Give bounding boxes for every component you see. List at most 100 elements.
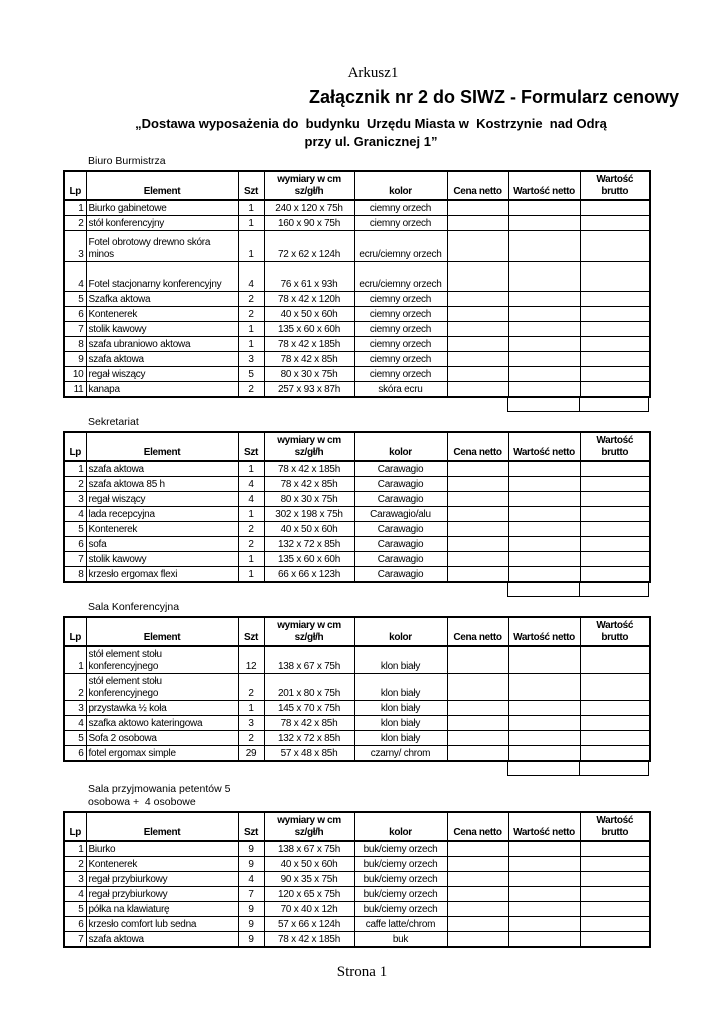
cell-wartosc-netto xyxy=(507,566,581,583)
cell-cena-netto xyxy=(446,700,509,716)
cell-szt: 5 xyxy=(237,366,265,382)
sum-row xyxy=(507,398,649,412)
sum-cell-wartosc-brutto xyxy=(580,583,648,596)
table-row: 1 stół element stołu konferencyjnego 12 … xyxy=(63,645,651,674)
cell-wartosc-netto xyxy=(507,551,581,567)
cell-szt: 2 xyxy=(237,291,265,307)
cell-cena-netto xyxy=(446,460,509,477)
cell-wartosc-netto xyxy=(507,230,581,262)
cell-wymiary: 78 x 42 x 185h xyxy=(263,460,355,477)
cell-wymiary: 76 x 61 x 93h xyxy=(263,261,355,292)
table-row: 4 Fotel stacjonarny konferencyjny 4 76 x… xyxy=(63,261,651,292)
table-row: 3 regał przybiurkowy 4 90 x 35 x 75h buk… xyxy=(63,871,651,887)
cell-wymiary: 240 x 120 x 75h xyxy=(263,199,355,216)
table-row: 9 szafa aktowa 3 78 x 42 x 85h ciemny or… xyxy=(63,351,651,367)
table-row: 2 szafa aktowa 85 h 4 78 x 42 x 85h Cara… xyxy=(63,476,651,492)
cell-szt: 1 xyxy=(237,700,265,716)
page-title: Załącznik nr 2 do SIWZ - Formularz cenow… xyxy=(308,87,680,107)
col-header-wymiary: wymiary w cm sz/gł/h xyxy=(263,170,355,201)
section-biuro-burmistrza: Biuro Burmistrza Lp Element Szt wymiary … xyxy=(0,155,724,412)
cell-wartosc-netto xyxy=(507,931,581,948)
cell-wartosc-netto xyxy=(507,645,581,674)
cell-szt: 1 xyxy=(237,336,265,352)
cell-lp: 7 xyxy=(63,321,87,337)
cell-cena-netto xyxy=(446,261,509,292)
table-header-row: Lp Element Szt wymiary w cm sz/gł/h kolor… xyxy=(63,431,651,462)
cell-wartosc-brutto xyxy=(579,460,651,477)
cell-cena-netto xyxy=(446,366,509,382)
cell-kolor: klon biały xyxy=(353,700,448,716)
cell-element: regał wiszący xyxy=(85,366,239,382)
cell-cena-netto xyxy=(446,521,509,537)
col-header-lp: Lp xyxy=(63,431,87,462)
cell-kolor: ciemny orzech xyxy=(353,351,448,367)
cell-kolor: ciemny orzech xyxy=(353,336,448,352)
section-sala-konferencyjna: Sala Konferencyjna Lp Element Szt wymiar… xyxy=(0,601,724,776)
cell-szt: 1 xyxy=(237,551,265,567)
cell-wartosc-brutto xyxy=(579,215,651,231)
cell-kolor: skóra ecru xyxy=(353,381,448,398)
col-header-kolor: kolor xyxy=(353,170,448,201)
cell-kolor: klon biały xyxy=(353,645,448,674)
cell-wymiary: 78 x 42 x 120h xyxy=(263,291,355,307)
cell-wymiary: 40 x 50 x 60h xyxy=(263,856,355,872)
cell-lp: 10 xyxy=(63,366,87,382)
cell-wartosc-brutto xyxy=(579,306,651,322)
cell-wartosc-netto xyxy=(507,460,581,477)
cell-kolor: Carawagio xyxy=(353,491,448,507)
col-header-wartosc-netto: Wartość netto xyxy=(507,431,581,462)
cell-cena-netto xyxy=(446,536,509,552)
sum-cell-wartosc-brutto xyxy=(580,398,648,411)
col-header-szt: Szt xyxy=(237,170,265,201)
table-row: 7 stolik kawowy 1 135 x 60 x 60h ciemny … xyxy=(63,321,651,337)
cell-lp: 4 xyxy=(63,886,87,902)
col-header-element: Element xyxy=(85,616,239,647)
cell-cena-netto xyxy=(446,230,509,262)
cell-wartosc-brutto xyxy=(579,321,651,337)
section-label: Sekretariat xyxy=(88,416,139,428)
table-header-row: Lp Element Szt wymiary w cm sz/gł/h kolor… xyxy=(63,170,651,201)
cell-szt: 1 xyxy=(237,215,265,231)
table-row: 6 fotel ergomax simple 29 57 x 48 x 85h … xyxy=(63,745,651,762)
cell-wymiary: 80 x 30 x 75h xyxy=(263,366,355,382)
cell-wartosc-netto xyxy=(507,673,581,701)
cell-wartosc-netto xyxy=(507,321,581,337)
cell-cena-netto xyxy=(446,306,509,322)
cell-element: stolik kawowy xyxy=(85,551,239,567)
cell-element: Kontenerek xyxy=(85,521,239,537)
cell-wymiary: 135 x 60 x 60h xyxy=(263,321,355,337)
cell-szt: 2 xyxy=(237,381,265,398)
table-row: 2 stół element stołu konferencyjnego 2 2… xyxy=(63,673,651,701)
cell-wartosc-brutto xyxy=(579,381,651,398)
section-sala-przyjmowania-petentow: Sala przyjmowania petentów 5 osobowa + 4… xyxy=(0,783,724,948)
table-row: 3 Fotel obrotowy drewno skóra minos 1 72… xyxy=(63,230,651,262)
cell-szt: 9 xyxy=(237,931,265,948)
cell-wartosc-netto xyxy=(507,291,581,307)
cell-wartosc-brutto xyxy=(579,566,651,583)
cell-lp: 6 xyxy=(63,745,87,762)
cell-wartosc-brutto xyxy=(579,673,651,701)
cell-wartosc-netto xyxy=(507,215,581,231)
cell-cena-netto xyxy=(446,916,509,932)
cell-wartosc-brutto xyxy=(579,476,651,492)
cell-wartosc-brutto xyxy=(579,291,651,307)
sheet-label: Arkusz1 xyxy=(347,65,399,81)
cell-kolor: caffe latte/chrom xyxy=(353,916,448,932)
cell-wartosc-netto xyxy=(507,366,581,382)
cell-wartosc-netto xyxy=(507,700,581,716)
price-table-sala-konferencyjna: Lp Element Szt wymiary w cm sz/gł/h kolor… xyxy=(63,616,651,762)
cell-cena-netto xyxy=(446,476,509,492)
cell-wartosc-brutto xyxy=(579,506,651,522)
col-header-cena-netto: Cena netto xyxy=(446,431,509,462)
cell-szt: 2 xyxy=(237,306,265,322)
cell-kolor: ciemny orzech xyxy=(353,321,448,337)
cell-kolor: czarny/ chrom xyxy=(353,745,448,762)
cell-wartosc-netto xyxy=(507,886,581,902)
cell-wymiary: 66 x 66 x 123h xyxy=(263,566,355,583)
cell-szt: 9 xyxy=(237,840,265,857)
cell-kolor: buk/ciemy orzech xyxy=(353,871,448,887)
table-row: 4 szafka aktowo kateringowa 3 78 x 42 x … xyxy=(63,715,651,731)
cell-lp: 5 xyxy=(63,901,87,917)
cell-kolor: ecru/ciemny orzech xyxy=(353,230,448,262)
table-row: 1 szafa aktowa 1 78 x 42 x 185h Carawagi… xyxy=(63,460,651,477)
